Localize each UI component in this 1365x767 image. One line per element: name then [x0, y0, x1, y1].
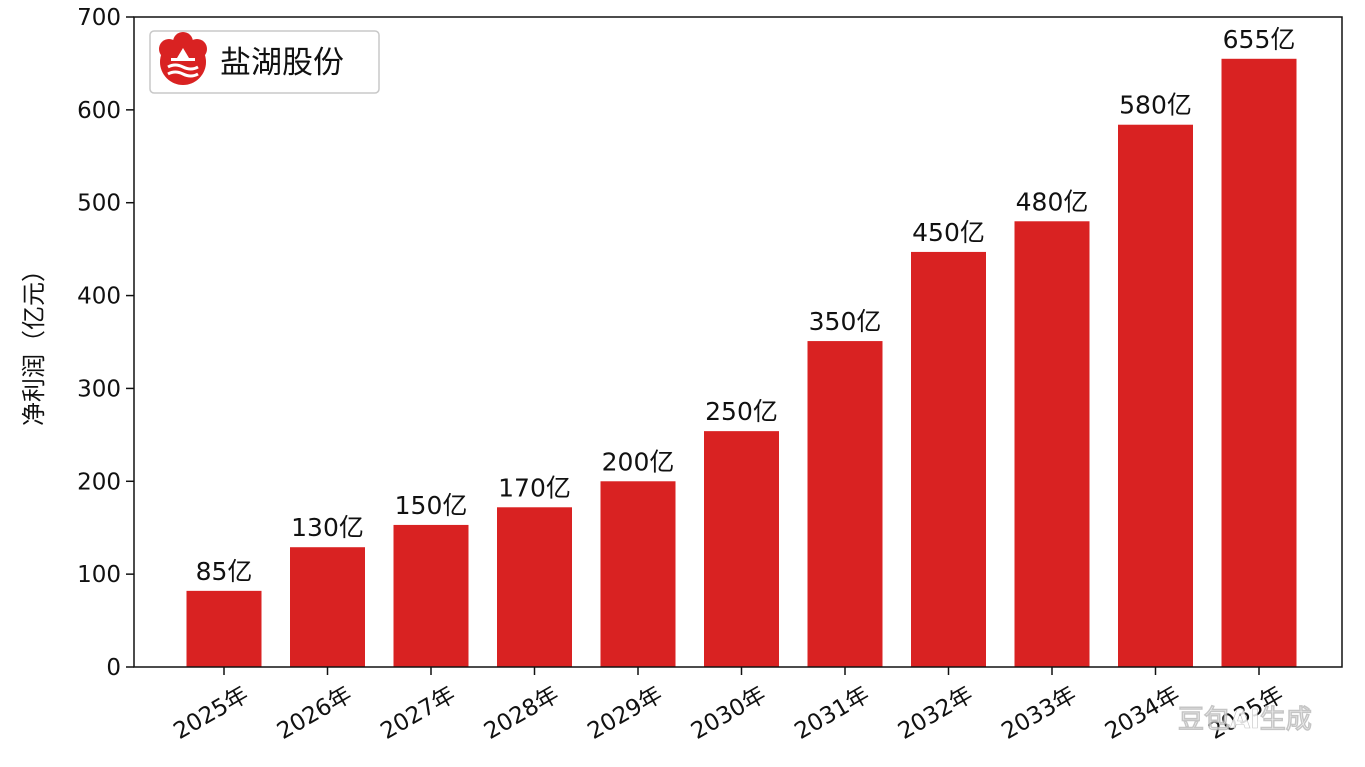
x-tick-label-2: 2027年	[376, 682, 460, 745]
y-tick-label-6: 600	[77, 98, 121, 124]
bar-7	[911, 251, 986, 667]
legend-box	[149, 30, 380, 94]
data-label-10: 655亿	[1223, 25, 1296, 54]
y-tick-label-1: 100	[77, 562, 121, 588]
bar-5	[704, 431, 779, 667]
y-tick-label-7: 700	[77, 5, 121, 31]
data-label-2: 150亿	[395, 491, 468, 520]
y-axis-title: 净利润（亿元）	[20, 258, 48, 426]
data-label-0: 85亿	[196, 557, 253, 586]
x-tick-label-4: 2029年	[583, 682, 667, 745]
x-axis: 2025年 2026年 2027年 2028年 2029年 2030年 2031年 2032年…	[169, 667, 1288, 745]
y-tick-label-4: 400	[77, 284, 121, 310]
data-label-3: 170亿	[498, 473, 571, 502]
data-label-8: 480亿	[1016, 187, 1089, 216]
y-tick-label-3: 300	[77, 376, 121, 402]
bar-2	[393, 524, 469, 667]
x-tick-label-8: 2033年	[997, 682, 1081, 745]
bar-0	[186, 590, 262, 667]
y-tick-label-2: 200	[77, 469, 121, 495]
legend: 盐湖股份	[149, 30, 380, 94]
data-label-5: 250亿	[705, 397, 778, 426]
bar-8	[1014, 221, 1090, 668]
legend-label: 盐湖股份	[220, 45, 344, 81]
data-label-6: 350亿	[809, 307, 882, 336]
y-axis: 0 100 200 300 400 500 600 700	[77, 5, 134, 681]
x-tick-label-7: 2032年	[894, 682, 978, 745]
data-label-4: 200亿	[602, 447, 675, 476]
bar-10	[1221, 58, 1297, 668]
bar-4	[600, 481, 676, 667]
x-tick-label-9: 2034年	[1101, 682, 1185, 745]
x-tick-label-5: 2030年	[687, 682, 771, 745]
x-tick-label-3: 2028年	[480, 682, 564, 745]
salt-lake-logo-icon	[159, 32, 207, 85]
bar-9	[1118, 124, 1193, 667]
bar-3	[497, 507, 572, 667]
data-label-1: 130亿	[291, 513, 364, 542]
x-tick-label-0: 2025年	[169, 682, 253, 745]
bar-6	[807, 341, 883, 667]
x-tick-label-6: 2031年	[790, 682, 874, 745]
bar-1	[290, 547, 365, 667]
watermark-text: 豆包AI生成	[1178, 704, 1312, 735]
bars-group	[186, 58, 1297, 668]
data-label-9: 580亿	[1119, 91, 1192, 120]
x-tick-label-1: 2026年	[273, 682, 357, 745]
y-tick-label-5: 500	[77, 191, 121, 217]
y-tick-label-0: 0	[106, 655, 121, 681]
plot-frame	[133, 16, 1343, 668]
data-label-7: 450亿	[912, 218, 985, 247]
data-labels-group: 85亿 130亿 150亿 170亿 200亿 250亿 350亿 450亿 480亿 580亿 6…	[196, 25, 1296, 586]
